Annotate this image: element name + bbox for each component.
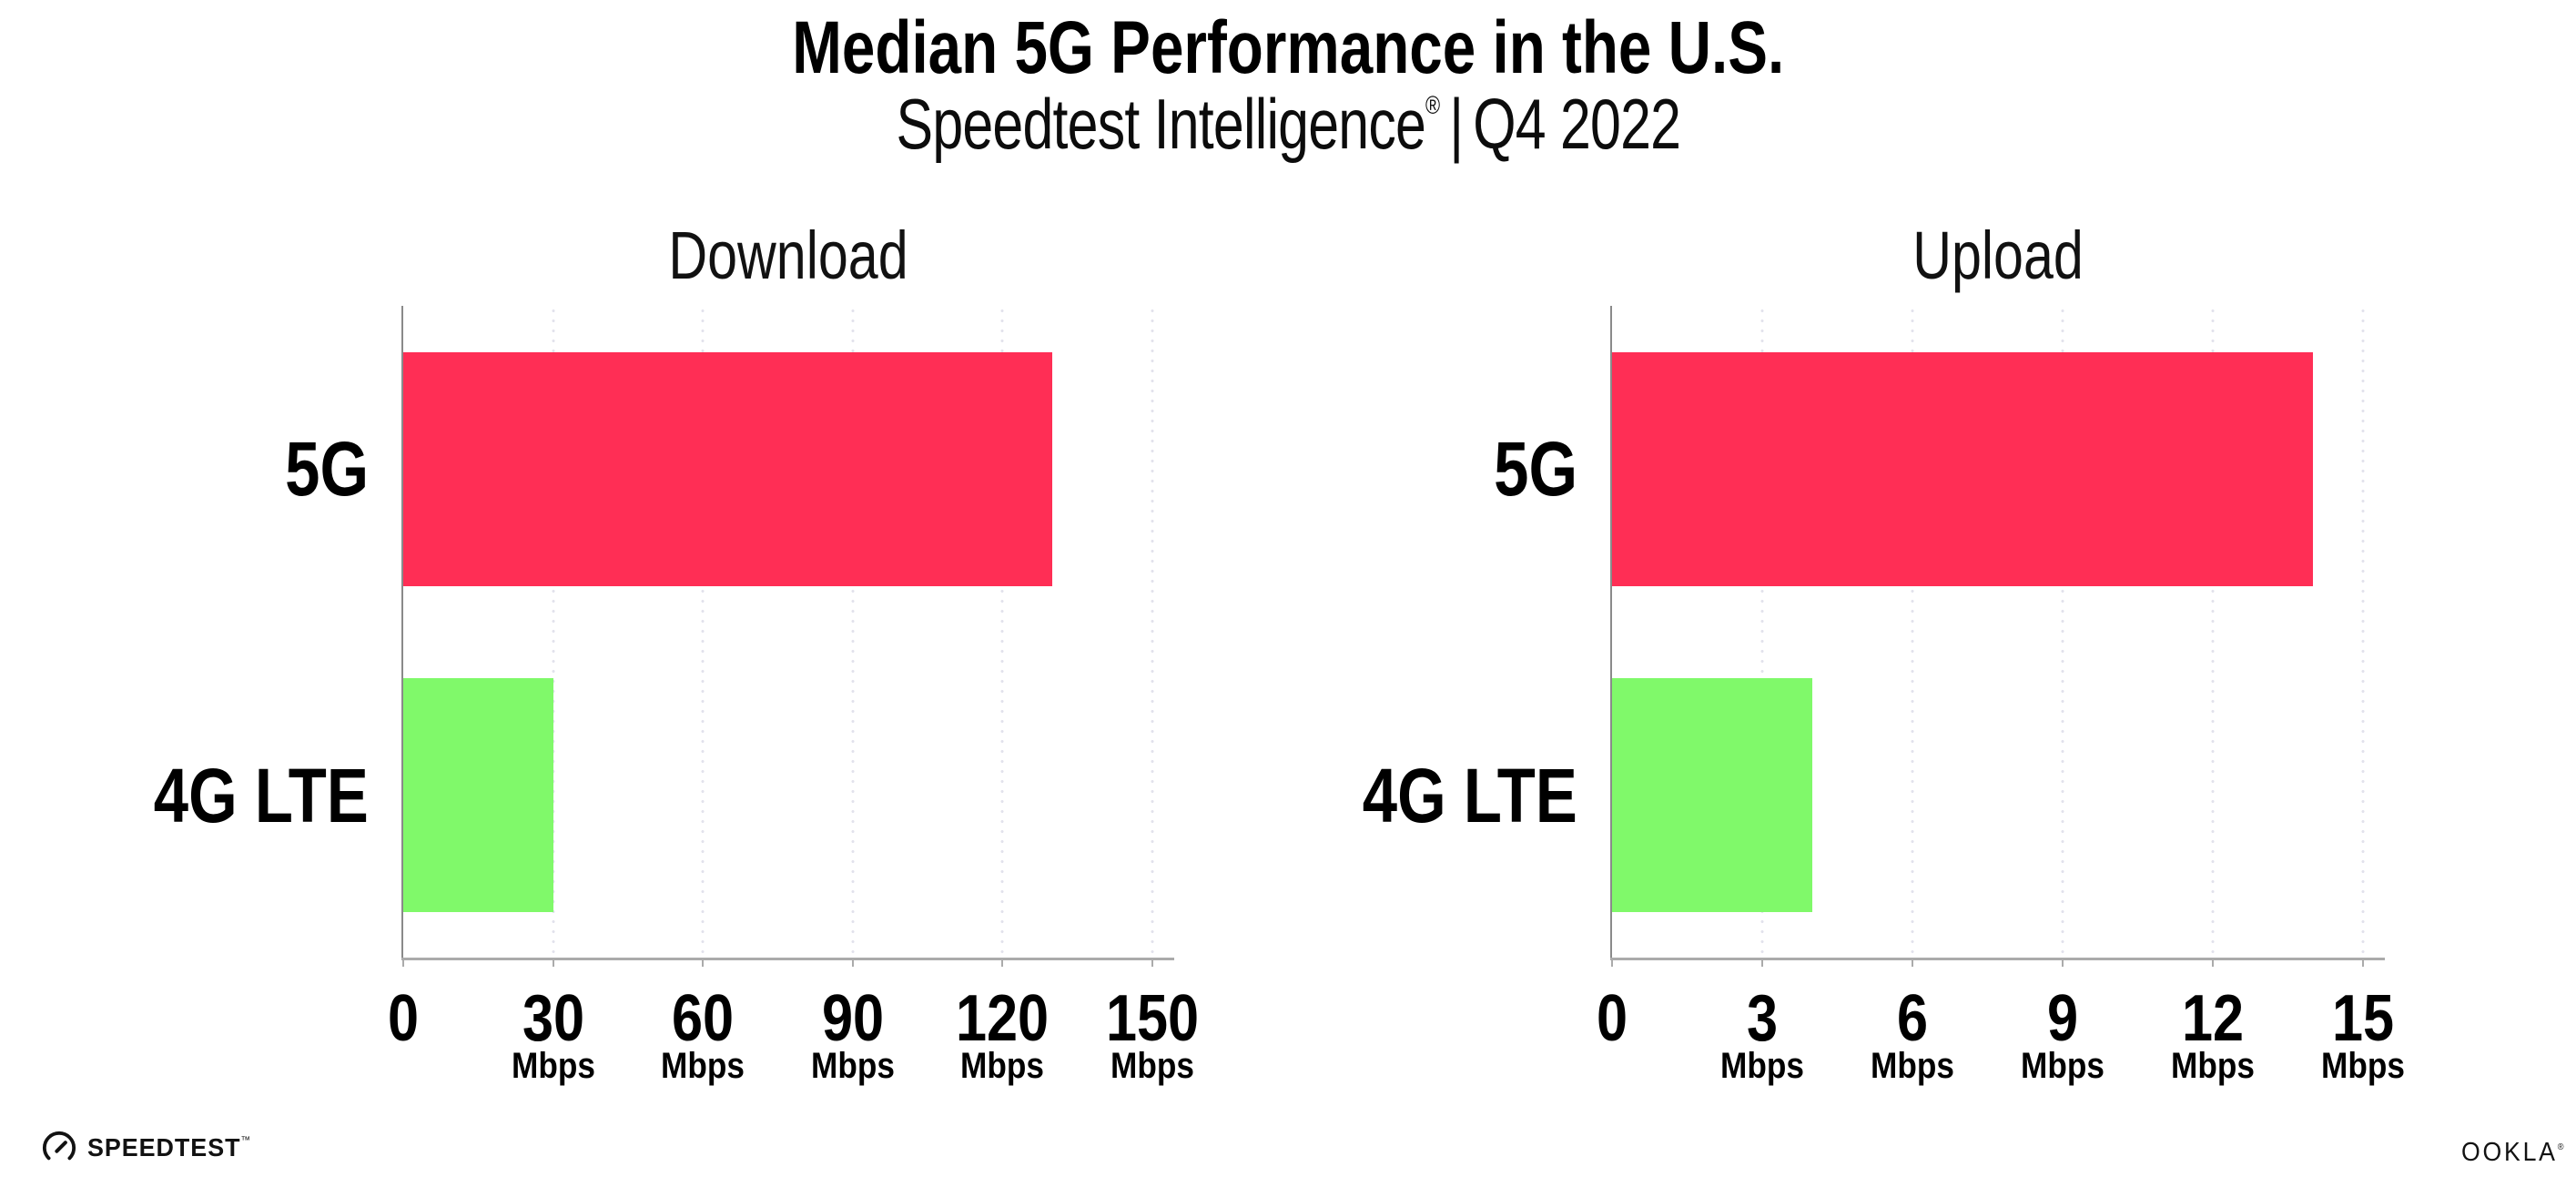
page-header: Median 5G Performance in the U.S. (0, 6, 2576, 89)
axis-tick-15 (2362, 959, 2364, 967)
subtitle-brand: Speedtest Intelligence (896, 84, 1425, 164)
gridline-30 (551, 306, 555, 959)
subtitle-separator: | (1448, 84, 1464, 164)
x-unit-label-60: Mbps (661, 1046, 745, 1086)
subtitle-period: Q4 2022 (1472, 84, 1681, 164)
axis-tick-120 (1001, 959, 1004, 967)
axis-tick-0 (1611, 959, 1613, 967)
page-subheader: Speedtest Intelligence® | Q4 2022 (0, 84, 2576, 164)
upload-plot-area: 0 3 Mbps 6 Mbps 9 Mbps 12 Mbps 15 Mbps 5G 4G LTE (1363, 306, 2405, 1084)
x-unit-label-15: Mbps (2321, 1046, 2405, 1086)
ookla-logo: OOKLA® (2461, 1140, 2575, 1166)
trademark-mark: ™ (240, 1135, 251, 1146)
x-unit-label-90: Mbps (810, 1046, 895, 1086)
gridline-15 (2361, 306, 2365, 959)
x-tick-label-3: 3 (1746, 982, 1779, 1055)
category-label-5g: 5G (285, 426, 369, 512)
x-tick-label-0: 0 (1596, 982, 1628, 1055)
axis-tick-60 (702, 959, 705, 967)
registered-mark: ® (1425, 91, 1440, 119)
ookla-label: OOKLA (2461, 1138, 2558, 1167)
y-axis-line (401, 306, 403, 959)
axis-tick-90 (851, 959, 854, 967)
x-unit-label-9: Mbps (2021, 1046, 2104, 1086)
category-label-5g: 5G (1494, 426, 1577, 512)
x-tick-label-15: 15 (2331, 982, 2395, 1055)
chart-title: Download (667, 218, 908, 293)
speedtest-label: SPEEDTEST (87, 1133, 241, 1161)
x-axis-line (1610, 958, 2385, 960)
x-unit-label-120: Mbps (960, 1046, 1045, 1086)
x-unit-label-6: Mbps (1871, 1046, 1954, 1086)
gridline-60 (701, 306, 705, 959)
category-label-4g-lte: 4G LTE (1362, 752, 1577, 838)
upload-chart-panel: Upload 0 3 Mbps 6 Mbps 9 Mbps 12 Mbps 15 Mbps 5G 4G … (1363, 222, 2405, 1085)
x-tick-label-90: 90 (821, 982, 884, 1055)
x-tick-label-12: 12 (2181, 982, 2245, 1055)
x-unit-label-150: Mbps (1111, 1046, 1194, 1086)
gridline-120 (1000, 306, 1005, 959)
page-title: Median 5G Performance in the U.S. (792, 6, 1784, 89)
registered-mark: ® (2557, 1142, 2567, 1152)
gridline-3 (1760, 306, 1764, 959)
x-tick-label-120: 120 (956, 982, 1050, 1055)
category-label-4g-lte: 4G LTE (153, 752, 369, 838)
bar-4g-lte-download (403, 678, 553, 912)
axis-tick-9 (2062, 959, 2064, 967)
axis-tick-12 (2212, 959, 2214, 967)
x-unit-label-3: Mbps (1720, 1046, 1804, 1086)
axis-tick-3 (1761, 959, 1763, 967)
x-axis-line (401, 958, 1174, 960)
bar-5g-download (403, 352, 1052, 586)
bar-4g-lte-upload (1612, 678, 1812, 912)
bar-5g-upload (1612, 352, 2313, 586)
speedtest-logo: SPEEDTEST™ (42, 1131, 258, 1165)
x-tick-label-0: 0 (387, 982, 420, 1055)
speedtest-wordmark: SPEEDTEST™ (87, 1135, 251, 1161)
axis-tick-0 (402, 959, 404, 967)
axis-tick-6 (1912, 959, 1913, 967)
speedtest-gauge-icon (42, 1131, 76, 1161)
download-chart-panel: Download 0 30 Mbps 60 Mbps 90 Mbps 120 Mbps 150 Mb… (154, 222, 1199, 1085)
x-unit-label-30: Mbps (511, 1046, 595, 1086)
axis-tick-30 (552, 959, 554, 967)
x-unit-label-12: Mbps (2171, 1046, 2255, 1086)
x-tick-label-150: 150 (1105, 982, 1200, 1055)
gridline-12 (2211, 306, 2215, 959)
axis-tick-150 (1151, 959, 1154, 967)
ookla-wordmark: OOKLA® (2461, 1140, 2566, 1166)
gridline-6 (1911, 306, 1914, 959)
chart-title: Upload (1912, 218, 2084, 293)
x-tick-label-60: 60 (672, 982, 735, 1055)
gridline-90 (850, 306, 855, 959)
x-tick-label-30: 30 (522, 982, 584, 1055)
y-axis-line (1610, 306, 1612, 959)
gridline-9 (2061, 306, 2064, 959)
page-subtitle: Speedtest Intelligence® | Q4 2022 (896, 84, 1681, 164)
x-tick-label-6: 6 (1896, 982, 1929, 1055)
x-tick-label-9: 9 (2046, 982, 2079, 1055)
gridline-150 (1151, 306, 1155, 959)
download-plot-area: 0 30 Mbps 60 Mbps 90 Mbps 120 Mbps 150 Mbps 5G 4G LT… (154, 306, 1199, 1084)
